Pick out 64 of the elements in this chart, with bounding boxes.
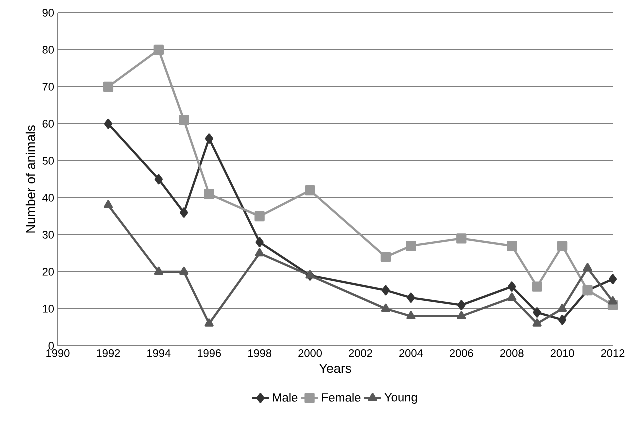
point [508, 282, 516, 292]
point [456, 234, 467, 244]
point [557, 241, 568, 252]
point [180, 208, 188, 218]
point [255, 248, 264, 257]
x-tick-label: 1990 [46, 350, 70, 358]
point [381, 304, 390, 312]
point [154, 44, 164, 56]
y-axis-title: Number of animals [26, 126, 36, 233]
x-tick-label: 2010 [550, 350, 574, 358]
point [104, 118, 113, 130]
point [558, 315, 567, 326]
x-tick-label: 1996 [198, 350, 222, 358]
point [407, 292, 416, 303]
y-tick-label: 90 [42, 9, 54, 17]
y-tick-label: 80 [42, 46, 54, 54]
point [380, 252, 392, 262]
point [508, 292, 517, 301]
x-axis-title: Years [319, 364, 352, 374]
y-tick-label: 70 [42, 83, 54, 91]
point [154, 174, 163, 185]
x-tick-label: 2012 [601, 350, 625, 358]
point [532, 282, 542, 292]
point [204, 189, 214, 200]
point [254, 211, 265, 222]
y-tick-label: 40 [42, 194, 54, 202]
point [382, 285, 390, 296]
point [256, 237, 264, 248]
point [205, 134, 214, 144]
point [533, 308, 542, 318]
x-tick-label: 2006 [450, 350, 474, 358]
point [457, 311, 466, 320]
x-tick-label: 2000 [298, 350, 322, 358]
y-tick-label: 10 [43, 305, 54, 313]
x-tick-label: 2002 [349, 350, 372, 358]
point [180, 266, 189, 276]
point [179, 115, 190, 126]
y-tick-label: 20 [42, 268, 54, 276]
point [204, 318, 214, 327]
point [532, 318, 542, 327]
point [406, 241, 416, 252]
x-tick-label: 2008 [500, 350, 524, 358]
y-tick-label: 60 [42, 120, 54, 128]
x-tick-label: 1998 [248, 350, 272, 358]
y-tick-label: 0 [48, 342, 54, 350]
point [406, 311, 416, 320]
point [608, 296, 618, 305]
legend-label: Young [384, 393, 418, 404]
point [558, 304, 568, 312]
point [104, 200, 113, 208]
y-tick-label: 50 [42, 157, 54, 165]
point [608, 274, 618, 284]
point [154, 266, 164, 276]
point [507, 241, 518, 252]
x-tick-label: 1994 [148, 350, 171, 358]
point [583, 263, 592, 272]
legend-label: Male [273, 393, 298, 402]
x-tick-label: 2004 [400, 350, 424, 358]
point [305, 186, 316, 196]
x-tick-label: 1992 [97, 350, 120, 358]
legend-label: Female [322, 393, 361, 402]
point [103, 82, 114, 92]
point [458, 300, 466, 310]
y-tick-label: 30 [42, 231, 54, 239]
